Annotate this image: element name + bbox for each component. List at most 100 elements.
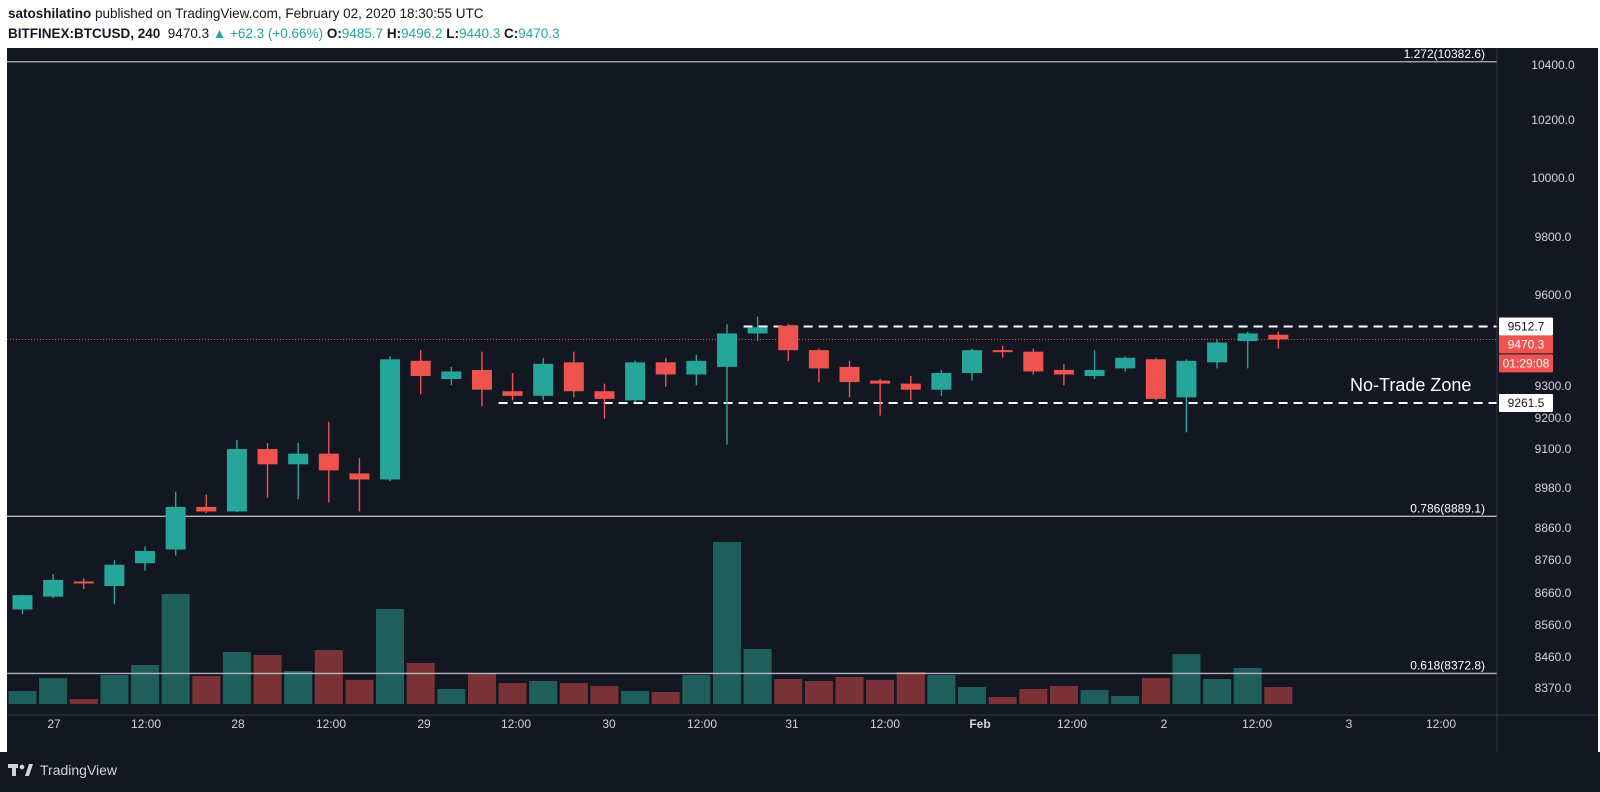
volume-bar	[1019, 689, 1048, 704]
volume-layer	[8, 542, 1293, 704]
candle-body	[716, 333, 737, 367]
up-arrow-icon: ▲	[212, 26, 227, 41]
volume-bar	[835, 677, 864, 704]
volume-bar	[345, 680, 374, 704]
volume-bar	[314, 650, 343, 704]
low-value: 9440.3	[458, 26, 501, 41]
countdown-badge: 01:29:08	[1503, 356, 1550, 370]
x-tick-label: 28	[231, 717, 245, 731]
y-tick-label: 8860.0	[1535, 521, 1572, 535]
candle-body	[318, 453, 339, 471]
candle-body	[165, 506, 186, 550]
x-tick-label: 29	[417, 717, 431, 731]
volume-bar	[39, 678, 68, 704]
footer-bar	[0, 752, 1600, 792]
chart-panel[interactable]: 1.272(10382.6) 0.786(8889.1) 0.618(8372.8)…	[7, 47, 1598, 752]
range-bottom-badge: 9261.5	[1508, 396, 1545, 410]
candle-body	[655, 362, 676, 375]
volume-bar	[100, 675, 129, 704]
volume-bar	[559, 683, 588, 704]
candle-body	[1084, 369, 1105, 377]
x-tick-label: 12:00	[1057, 717, 1087, 731]
volume-bar	[1080, 690, 1109, 704]
x-tick-label: 12:00	[501, 717, 531, 731]
candle-body	[502, 391, 523, 396]
volume-bar	[804, 681, 833, 704]
fib-level-label: 0.618(8372.8)	[1410, 658, 1485, 672]
y-tick-label: 8560.0	[1535, 618, 1572, 632]
candle-body	[594, 391, 615, 399]
volume-bar	[1141, 678, 1170, 704]
volume-bar	[866, 680, 895, 704]
x-tick-label: 30	[602, 717, 616, 731]
countdown-badge-bg	[1499, 354, 1553, 373]
y-tick-label: 8660.0	[1535, 586, 1572, 600]
volume-bar	[621, 691, 650, 704]
symbol-label[interactable]: BITFINEX:BTCUSD, 240	[8, 26, 161, 41]
y-tick-label: 8980.0	[1535, 481, 1572, 495]
x-tick-label: 12:00	[1426, 717, 1456, 731]
volume-bar	[406, 663, 435, 704]
y-tick-label: 9200.0	[1535, 411, 1572, 425]
candle-body	[900, 383, 921, 390]
publish-info: satoshilatino published on TradingView.c…	[8, 6, 484, 21]
candle-body	[839, 366, 860, 383]
author-name[interactable]: satoshilatino	[8, 6, 92, 21]
close-value: 9470.3	[518, 26, 560, 41]
candle-body	[1268, 334, 1289, 340]
volume-bar	[988, 697, 1017, 704]
candle-body	[686, 360, 707, 375]
candle-body	[533, 363, 554, 396]
tradingview-logo[interactable]: TradingView	[8, 762, 117, 778]
candle-body	[380, 359, 401, 480]
candle-body	[778, 325, 799, 351]
volume-bar	[1049, 686, 1078, 704]
x-tick-label: 12:00	[1242, 717, 1272, 731]
price-chart[interactable]: 1.272(10382.6) 0.786(8889.1) 0.618(8372.8)…	[7, 47, 1598, 752]
volume-bar	[712, 542, 741, 704]
volume-bar	[651, 692, 680, 704]
open-value: 9485.7	[341, 26, 384, 41]
volume-bar	[927, 675, 956, 704]
volume-bar	[529, 681, 558, 704]
levels-layer: 1.272(10382.6) 0.786(8889.1) 0.618(8372.8)	[7, 47, 1497, 675]
candle-body	[349, 473, 370, 480]
volume-bar	[467, 674, 496, 704]
candle-body	[226, 449, 247, 512]
high-value: 9496.2	[401, 26, 443, 41]
candle-body	[931, 372, 952, 390]
fib-level-label: 1.272(10382.6)	[1404, 48, 1485, 61]
candle-body	[135, 551, 156, 564]
volume-bar	[192, 676, 221, 704]
low-label: L:	[446, 26, 459, 41]
volume-bar	[253, 655, 282, 704]
last-price-badge: 9470.3	[1508, 337, 1545, 351]
volume-bar	[743, 649, 772, 704]
candle-body	[808, 350, 829, 369]
range-bottom-badge-bg	[1499, 393, 1553, 412]
change-value: +62.3 (+0.66%)	[230, 26, 324, 41]
ohlc-legend: BITFINEX:BTCUSD, 240 9470.3 ▲ +62.3 (+0.…	[8, 26, 560, 41]
candle-body	[1207, 342, 1228, 363]
y-tick-label: 10400.0	[1531, 58, 1575, 72]
volume-bar	[284, 671, 313, 704]
y-tick-label: 8370.0	[1535, 681, 1572, 695]
volume-bar	[498, 683, 527, 704]
candle-body	[73, 581, 94, 584]
close-label: C:	[504, 26, 519, 41]
candle-body	[12, 595, 33, 610]
chart-header: satoshilatino published on TradingView.c…	[0, 0, 1600, 48]
volume-bar	[161, 594, 190, 704]
volume-bar	[1172, 654, 1201, 704]
fib-level-label: 0.786(8889.1)	[1410, 501, 1485, 515]
candle-body	[1053, 369, 1074, 375]
candle-body	[992, 350, 1013, 353]
volume-bar	[1203, 679, 1232, 704]
volume-bar	[222, 652, 251, 704]
candles-layer	[12, 316, 1289, 615]
x-tick-label: 31	[785, 717, 799, 731]
volume-bar	[958, 687, 987, 704]
last-price-badge-bg	[1499, 335, 1553, 354]
candle-body	[104, 564, 125, 587]
candle-body	[1023, 351, 1044, 372]
